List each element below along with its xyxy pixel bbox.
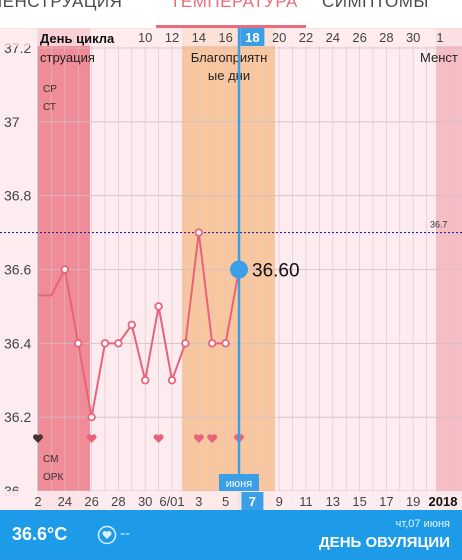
tab-temperature[interactable]: ТЕМПЕРАТУРА: [170, 0, 298, 11]
temp-point[interactable]: [221, 339, 230, 348]
date-tick: 30: [138, 494, 152, 509]
temp-point[interactable]: [87, 412, 96, 422]
cycle-day-tick: 1: [436, 30, 443, 45]
temp-point[interactable]: [100, 339, 110, 348]
coverline-label: 36.7: [430, 220, 448, 230]
temp-point[interactable]: [181, 339, 190, 348]
mood-value: --: [120, 525, 130, 542]
temp-point[interactable]: [60, 265, 70, 274]
heart-marker[interactable]: [86, 434, 97, 443]
selected-date-marker[interactable]: [241, 492, 264, 510]
cycle-day-label: День цикла: [40, 31, 115, 46]
heart-marker[interactable]: [207, 434, 218, 443]
cycle-status: ДЕНЬ ОВУЛЯЦИИ: [319, 534, 450, 551]
date-tick: 17: [379, 494, 393, 509]
date-tick: 24: [58, 494, 72, 509]
cycle-day-tick: 30: [406, 30, 420, 45]
y-tick-label: 36.6: [4, 262, 31, 278]
y-tick-label: 37: [4, 114, 20, 130]
fertile-label: Благоприятн: [191, 50, 268, 65]
tab-symptoms[interactable]: СИМПТОМЫ: [322, 0, 429, 11]
temp-point[interactable]: [114, 339, 123, 348]
selected-date: чт,07 июня: [395, 518, 450, 530]
date-tick: 6/01: [159, 494, 184, 509]
date-axis-row: [0, 491, 462, 510]
date-tick: 2: [34, 494, 41, 509]
cycle-day-tick: 14: [192, 30, 206, 45]
y-tick-label: 36.8: [4, 188, 31, 204]
bottom-status-bar: 36.6°C -- чт,07 июня ДЕНЬ ОВУЛЯЦИИ: [0, 510, 462, 560]
month-label: июня: [226, 478, 252, 490]
cervical-marker: СМ: [43, 454, 58, 465]
cycle-day-tick: 28: [379, 30, 393, 45]
cycle-day-tick: 10: [138, 30, 152, 45]
heart-marker[interactable]: [33, 434, 43, 443]
date-tick: 19: [406, 494, 420, 509]
cycle-day-tick: 18: [245, 30, 259, 45]
tab-bar: МЕНСТРУАЦИЯ ТЕМПЕРАТУРА СИМПТОМЫ: [0, 0, 462, 29]
heart-marker[interactable]: [153, 434, 164, 443]
period-label-right: Менст: [420, 50, 458, 65]
date-tick: 28: [111, 494, 125, 509]
heart-marker[interactable]: [193, 434, 204, 443]
date-tick: 13: [326, 494, 340, 509]
temp-point[interactable]: [207, 339, 217, 348]
temperature-line: [38, 232, 240, 418]
current-temp-value[interactable]: 36.6°C: [12, 524, 68, 544]
temp-point[interactable]: [194, 228, 203, 237]
date-tick: 3: [195, 494, 202, 509]
cycle-day-tick: 12: [165, 30, 179, 45]
temp-point[interactable]: [73, 339, 83, 348]
month-label-bg: [219, 474, 259, 491]
date-tick: 2018: [429, 494, 458, 509]
temp-point[interactable]: [167, 376, 177, 385]
fertile-band: [182, 28, 275, 510]
date-tick: 9: [276, 494, 283, 509]
cervical-marker: СТ: [43, 102, 56, 113]
date-tick: 7: [249, 494, 256, 509]
temp-point[interactable]: [127, 320, 136, 330]
cycle-day-tick: 16: [218, 30, 232, 45]
cervical-marker: ОРК: [43, 472, 63, 483]
cycle-day-tick: 26: [352, 30, 366, 45]
tab-menstruation[interactable]: МЕНСТРУАЦИЯ: [0, 0, 123, 11]
cycle-day-tick: 20: [272, 30, 286, 45]
y-tick-label: 36.4: [4, 335, 31, 351]
date-tick: 5: [222, 494, 229, 509]
selected-temp-point[interactable]: [230, 260, 248, 279]
heart-circle-icon[interactable]: [97, 525, 117, 545]
cycle-day-tick: 22: [299, 30, 313, 45]
y-tick-label: 36.2: [4, 409, 31, 425]
date-tick: 11: [299, 494, 313, 509]
selected-day-marker[interactable]: [240, 28, 265, 46]
cycle-day-row: [0, 28, 462, 46]
cervical-marker: СР: [43, 84, 57, 95]
temp-point[interactable]: [154, 302, 163, 311]
temp-point[interactable]: [140, 376, 150, 385]
date-tick: 15: [352, 494, 366, 509]
cycle-day-tick: 24: [326, 30, 340, 45]
selected-temp-label: 36.60: [252, 261, 300, 282]
date-tick: 26: [84, 494, 98, 509]
period-label-left: струация: [40, 50, 95, 65]
fertile-label: ые дни: [208, 68, 250, 83]
active-tab-indicator: [156, 25, 306, 28]
period-band-right: [436, 28, 462, 510]
